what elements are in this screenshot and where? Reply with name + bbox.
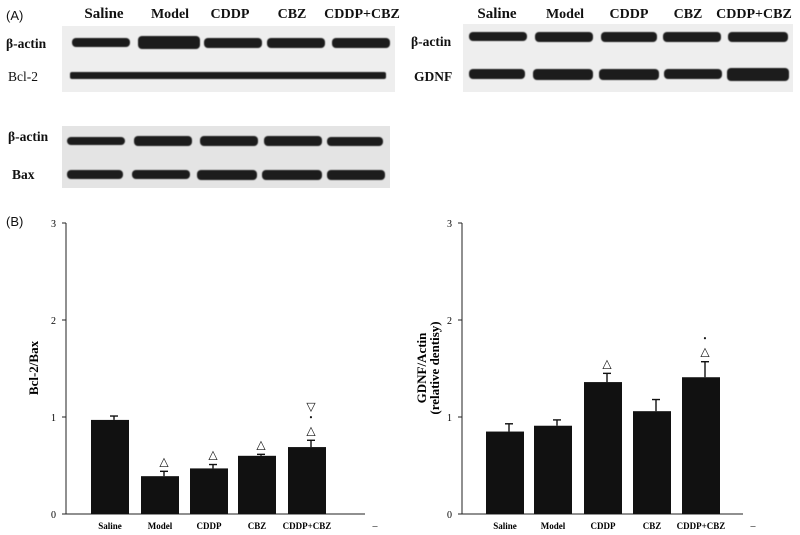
band [134, 136, 192, 146]
y-axis-title: Bcl-2/Bax [26, 340, 41, 395]
x-tick-label: Saline [98, 521, 122, 531]
band [599, 69, 659, 80]
blot-left-header-cddp: CDDP [210, 7, 250, 22]
y-axis-title-line: GDNF/Actin [414, 332, 429, 404]
panel-label-a: (A) [6, 8, 24, 23]
band [664, 69, 722, 79]
significance-marker: △ [306, 423, 316, 437]
label-bcl2: Bcl-2 [8, 69, 38, 84]
bar [682, 377, 720, 514]
bar [190, 468, 228, 514]
bar [534, 425, 572, 514]
band [533, 69, 593, 80]
band [204, 38, 262, 48]
label-gdnf: GDNF [414, 69, 453, 84]
significance-marker: △ [602, 356, 612, 370]
bar [633, 411, 671, 514]
x-axis-end-mark: – [750, 521, 757, 532]
significance-marker: △ [700, 345, 710, 359]
band [70, 72, 386, 79]
y-tick-label: 1 [447, 413, 452, 424]
x-tick-label: CDDP [197, 521, 222, 531]
band [727, 68, 789, 81]
y-tick-label: 0 [447, 510, 452, 521]
significance-marker: △ [256, 437, 266, 451]
x-tick-label: Model [541, 521, 566, 531]
significance-marker: △ [208, 448, 218, 462]
y-axis-title-line: Bcl-2/Bax [26, 340, 41, 395]
x-tick-label: CDDP [591, 521, 616, 531]
blot-bcl2 [62, 26, 395, 92]
label-beta-actin: β-actin [6, 36, 47, 51]
y-axis-title-line: (relative dentisy) [427, 321, 442, 414]
significance-marker: △ [159, 454, 169, 468]
blot-left-header-cbz: CBZ [277, 7, 307, 22]
significance-marker: ▽ [306, 399, 316, 413]
bar [288, 447, 326, 514]
y-tick-label: 1 [51, 413, 56, 424]
band [327, 137, 383, 146]
band [197, 170, 257, 180]
significance-marker: • [309, 412, 312, 422]
bar [91, 419, 129, 514]
blot-right-header-cddp-cbz: CDDP+CBZ [716, 7, 792, 22]
y-axis-title: GDNF/Actin(relative dentisy) [414, 321, 442, 414]
blot-right-header-cbz: CBZ [673, 7, 703, 22]
blot-left-header-model: Model [150, 7, 190, 22]
blot-left-header-cddp-cbz: CDDP+CBZ [324, 7, 400, 22]
x-axis-end-mark: – [372, 521, 379, 532]
x-tick-label: Model [148, 521, 173, 531]
blot-gdnf [463, 24, 793, 92]
y-tick-label: 2 [51, 316, 56, 327]
x-tick-label: CDDP+CBZ [283, 521, 332, 531]
band [728, 32, 788, 42]
bar [584, 382, 622, 514]
bar [486, 431, 524, 514]
blot-right-header-saline: Saline [477, 6, 517, 22]
band [262, 170, 322, 180]
band [264, 136, 322, 146]
bar [238, 455, 276, 514]
label-beta-actin: β-actin [8, 129, 49, 144]
bar [141, 476, 179, 514]
x-tick-label: CBZ [248, 521, 267, 531]
significance-marker: • [703, 334, 706, 344]
y-tick-label: 2 [447, 316, 452, 327]
band [200, 136, 258, 146]
y-tick-label: 3 [447, 219, 452, 230]
y-tick-label: 0 [51, 510, 56, 521]
band [601, 32, 657, 42]
band [663, 32, 721, 42]
blot-left-header-saline: Saline [84, 6, 124, 22]
x-tick-label: CDDP+CBZ [677, 521, 726, 531]
x-tick-label: Saline [493, 521, 517, 531]
band [67, 170, 123, 179]
blot-right-header-model: Model [545, 7, 585, 22]
band [332, 38, 390, 48]
band [469, 69, 525, 79]
label-bax: Bax [12, 167, 35, 182]
label-beta-actin: β-actin [411, 34, 452, 49]
y-tick-label: 3 [51, 219, 56, 230]
band [327, 170, 385, 180]
band [267, 38, 325, 48]
panel-label-b: (B) [6, 214, 24, 229]
band [535, 32, 593, 42]
band [67, 137, 125, 145]
x-tick-label: CBZ [643, 521, 662, 531]
blot-bax [62, 126, 390, 188]
band [72, 38, 130, 47]
band [469, 32, 527, 41]
blot-right-header-cddp: CDDP [609, 7, 649, 22]
band [132, 170, 190, 179]
band [138, 36, 200, 49]
